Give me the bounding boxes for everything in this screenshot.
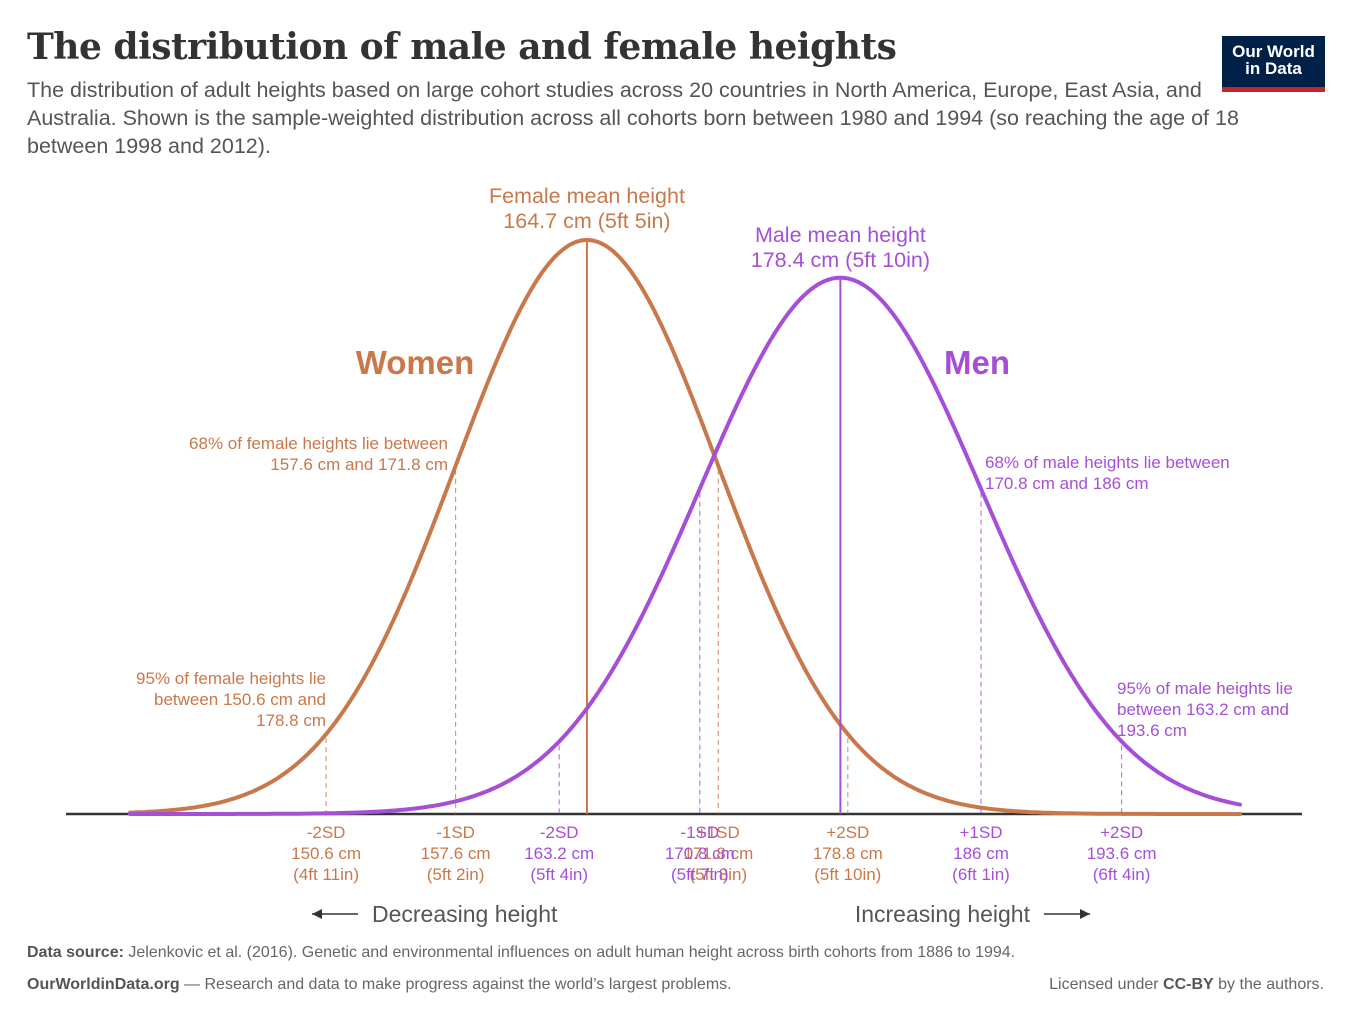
female-tick-+2SD-line-2: 178.8 cm xyxy=(813,844,883,863)
chart-title: The distribution of male and female heig… xyxy=(27,26,897,68)
male-tick-+2SD-line-2: 193.6 cm xyxy=(1087,844,1157,863)
male-note-95-line-2: between 163.2 cm and xyxy=(1117,700,1289,719)
male-mean-label-line-1: Male mean height xyxy=(755,223,926,247)
owid-tagline: OurWorldinData.org — Research and data t… xyxy=(27,976,732,994)
female-tick--1SD-line-2: 157.6 cm xyxy=(421,844,491,863)
male-tick-+2SD-line-1: +2SD xyxy=(1100,823,1143,842)
license-post: by the authors. xyxy=(1218,976,1324,993)
male-tick--2SD-line-3: (5ft 4in) xyxy=(530,865,588,884)
male-note-68-line-2: 170.8 cm and 186 cm xyxy=(985,474,1148,493)
increasing-height-label: Increasing height xyxy=(855,901,1031,927)
female-tick-+2SD-line-1: +2SD xyxy=(826,823,869,842)
license-note: Licensed under CC-BY by the authors. xyxy=(1049,976,1324,994)
male-mean-label-line-2: 178.4 cm (5ft 10in) xyxy=(751,248,930,272)
license-pre: Licensed under xyxy=(1049,976,1159,993)
female-note-68-line-1: 68% of female heights lie between xyxy=(189,434,448,453)
female-note-95-line-2: between 150.6 cm and xyxy=(154,690,326,709)
male-tick--2SD-line-2: 163.2 cm xyxy=(524,844,594,863)
female-tick--2SD-line-1: -2SD xyxy=(307,823,346,842)
female-series-label: Women xyxy=(356,344,475,381)
female-mean-label-line-2: 164.7 cm (5ft 5in) xyxy=(503,209,670,233)
owid-site-link[interactable]: OurWorldinData.org xyxy=(27,976,180,993)
female-tick-+2SD-line-3: (5ft 10in) xyxy=(814,865,881,884)
female-tick--1SD-line-1: -1SD xyxy=(436,823,475,842)
male-tick--1SD-line-2: 170.8 cm xyxy=(665,844,735,863)
male-tick-+1SD-line-3: (6ft 1in) xyxy=(952,865,1010,884)
male-note-95-line-1: 95% of male heights lie xyxy=(1117,679,1293,698)
female-note-95-line-3: 178.8 cm xyxy=(256,711,326,730)
female-tick--1SD-line-3: (5ft 2in) xyxy=(427,865,485,884)
data-source-text: Jelenkovic et al. (2016). Genetic and en… xyxy=(128,944,1016,961)
male-tick-+1SD-line-2: 186 cm xyxy=(953,844,1009,863)
license-link[interactable]: CC-BY xyxy=(1163,976,1214,993)
chart-subtitle: The distribution of adult heights based … xyxy=(27,78,1239,158)
female-tick-+1SD-line-1: +1SD xyxy=(697,823,740,842)
owid-tagline-text: — Research and data to make progress aga… xyxy=(184,976,732,993)
male-tick--1SD-line-1: -1SD xyxy=(680,823,719,842)
male-note-68-line-1: 68% of male heights lie between xyxy=(985,453,1230,472)
logo-line-1: Our World xyxy=(1232,42,1315,61)
female-tick-+1SD-line-2: 171.8 cm xyxy=(683,844,753,863)
owid-logo[interactable]: Our World in Data xyxy=(1222,36,1325,92)
left-arrow-icon xyxy=(312,909,322,919)
male-tick-+1SD-line-1: +1SD xyxy=(960,823,1003,842)
male-note-95-line-3: 193.6 cm xyxy=(1117,721,1187,740)
male-tick--2SD-line-1: -2SD xyxy=(540,823,579,842)
female-tick--2SD-line-3: (4ft 11in) xyxy=(293,865,359,884)
male-distribution-curve xyxy=(128,275,1242,816)
male-tick--1SD-line-3: (5ft 7in) xyxy=(671,865,729,884)
right-arrow-icon xyxy=(1080,909,1090,919)
female-note-95-line-1: 95% of female heights lie xyxy=(136,669,326,688)
female-tick-+1SD-line-3: (5ft 8in) xyxy=(689,865,747,884)
male-series-label: Men xyxy=(944,344,1010,381)
female-note-68-line-2: 157.6 cm and 171.8 cm xyxy=(270,455,448,474)
logo-line-2: in Data xyxy=(1245,59,1302,78)
female-tick--2SD-line-2: 150.6 cm xyxy=(291,844,361,863)
decreasing-height-label: Decreasing height xyxy=(372,901,558,927)
female-mean-label-line-1: Female mean height xyxy=(489,184,685,208)
data-source-label: Data source: xyxy=(27,944,124,961)
data-source: Data source: Jelenkovic et al. (2016). G… xyxy=(27,944,1015,962)
male-tick-+2SD-line-3: (6ft 4in) xyxy=(1093,865,1151,884)
female-distribution-curve xyxy=(128,238,1242,816)
